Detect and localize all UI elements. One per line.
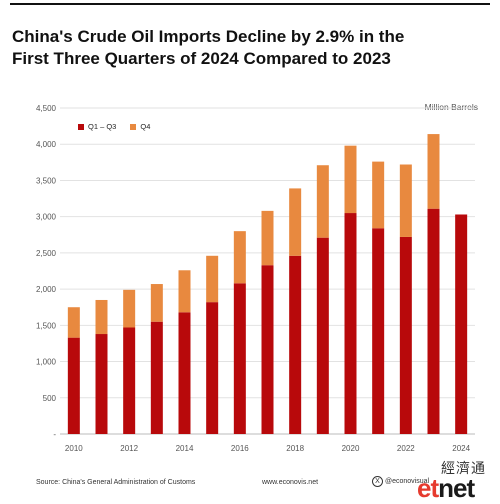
x-tick-label: 2020 (342, 444, 360, 453)
bar-q1-q3 (399, 236, 412, 434)
website-link[interactable]: www.econovis.net (262, 479, 319, 486)
bar-q1-q3 (206, 302, 219, 434)
unit-label: Million Barrels (424, 102, 478, 112)
watermark-logo-et: et (417, 473, 439, 503)
y-tick-label: 1,000 (36, 358, 57, 367)
y-tick-label: 1,500 (36, 321, 57, 330)
legend-swatch-q4 (130, 123, 137, 130)
legend-label-q1-q3: Q1 – Q3 (88, 122, 117, 131)
legend: Q1 – Q3 Q4 (78, 122, 150, 131)
legend-swatch-q1-q3 (78, 123, 84, 130)
bar-q1-q3 (261, 265, 274, 434)
x-tick-label: 2010 (65, 444, 83, 453)
bar-q1-q3 (95, 334, 108, 434)
bar-q1-q3 (233, 283, 246, 434)
y-tick-label: 3,000 (36, 213, 57, 222)
chart-title: China's Crude Oil Imports Decline by 2.9… (12, 26, 452, 70)
y-tick-label: 4,500 (36, 104, 57, 113)
legend-item-q4: Q4 (130, 122, 150, 131)
bar-q4 (233, 231, 246, 284)
y-tick-label: - (53, 430, 56, 439)
bar-q4 (316, 165, 329, 238)
x-tick-label: 2012 (120, 444, 138, 453)
x-tick-label: 2022 (397, 444, 415, 453)
bar-q1-q3 (67, 337, 80, 434)
bar-q1-q3 (316, 237, 329, 434)
chart-title-line-2: First Three Quarters of 2024 Compared to… (12, 49, 391, 68)
bar-q1-q3 (289, 255, 302, 434)
legend-label-q4: Q4 (140, 122, 151, 131)
bar-q4 (344, 145, 357, 214)
y-tick-label: 500 (43, 394, 57, 403)
y-tick-label: 4,000 (36, 140, 57, 149)
chart-title-line-1: China's Crude Oil Imports Decline by 2.9… (12, 27, 405, 46)
social-handle[interactable]: X @econovisual (372, 476, 429, 487)
bar-q1-q3 (455, 214, 468, 434)
legend-item-q1-q3: Q1 – Q3 (78, 122, 116, 131)
x-tick-label: 2014 (176, 444, 194, 453)
bar-q1-q3 (344, 213, 357, 434)
bar-q4 (289, 188, 302, 256)
bar-q4 (399, 164, 412, 237)
y-tick-label: 2,500 (36, 249, 57, 258)
x-logo-icon: X (372, 476, 383, 487)
bar-q4 (427, 134, 440, 209)
bar-q4 (67, 307, 80, 338)
y-tick-label: 2,000 (36, 285, 57, 294)
x-tick-label: 2024 (452, 444, 470, 453)
watermark-logo: etnet (417, 473, 475, 503)
bar-q4 (178, 270, 191, 313)
x-tick-label: 2016 (231, 444, 249, 453)
bar-q4 (372, 161, 385, 229)
watermark-chinese-text: 經濟通 (441, 460, 486, 476)
bar-q4 (123, 289, 136, 328)
bar-q4 (150, 284, 163, 322)
bar-q4 (261, 210, 274, 266)
bar-q1-q3 (150, 321, 163, 434)
bar-q1-q3 (123, 327, 136, 434)
top-rule (10, 3, 490, 5)
source-note: Source: China's General Administration o… (36, 479, 196, 486)
bar-q1-q3 (178, 312, 191, 434)
x-tick-label: 2018 (286, 444, 304, 453)
social-handle-text: @econovisual (385, 478, 430, 485)
bar-q1-q3 (427, 208, 440, 434)
y-tick-label: 3,500 (36, 176, 57, 185)
bar-q4 (95, 299, 108, 335)
watermark-logo-net: net (438, 473, 475, 503)
bar-q1-q3 (372, 228, 385, 434)
bar-q4 (206, 255, 219, 303)
